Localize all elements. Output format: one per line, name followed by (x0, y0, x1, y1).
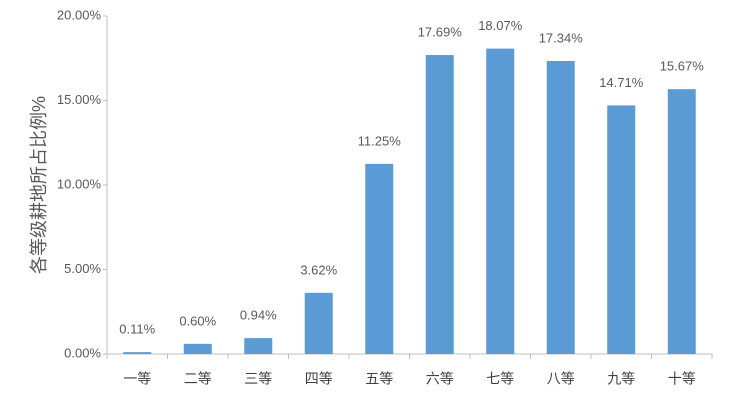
data-label: 0.94% (240, 308, 277, 323)
data-label: 18.07% (478, 18, 523, 33)
x-tick-label: 四等 (305, 371, 333, 387)
x-tick-label: 十等 (668, 371, 696, 387)
data-label: 17.34% (539, 30, 584, 45)
x-tick-label: 八等 (547, 371, 575, 387)
x-tick-label: 七等 (486, 371, 514, 387)
y-tick-label: 15.00% (57, 92, 102, 107)
bar (607, 105, 636, 354)
data-label: 11.25% (358, 133, 402, 148)
x-tick-label: 六等 (426, 371, 454, 387)
bar (667, 89, 696, 354)
data-label: 14.71% (599, 75, 644, 90)
x-tick-label: 三等 (244, 371, 272, 387)
y-tick-label: 20.00% (57, 7, 102, 22)
x-tick-label: 一等 (123, 371, 151, 387)
bar (123, 352, 152, 354)
y-axis-label: 各等级耕地所占比例% (29, 96, 49, 274)
y-tick-label: 10.00% (57, 176, 102, 191)
bar (365, 163, 394, 354)
x-tick-label: 九等 (607, 371, 635, 387)
x-tick-label: 五等 (365, 371, 393, 387)
bar (425, 55, 454, 354)
y-tick-label: 0.00% (64, 345, 101, 360)
data-label: 15.67% (660, 59, 705, 74)
y-tick-label: 5.00% (64, 261, 101, 276)
x-tick-label: 二等 (184, 371, 212, 387)
data-label: 17.69% (418, 24, 463, 39)
bar (244, 338, 273, 354)
bar (304, 292, 333, 354)
data-label: 0.11% (119, 322, 155, 337)
bar (486, 48, 515, 354)
bar (546, 60, 575, 354)
bar (183, 343, 212, 354)
data-label: 0.60% (179, 313, 216, 328)
data-label: 3.62% (300, 262, 337, 277)
